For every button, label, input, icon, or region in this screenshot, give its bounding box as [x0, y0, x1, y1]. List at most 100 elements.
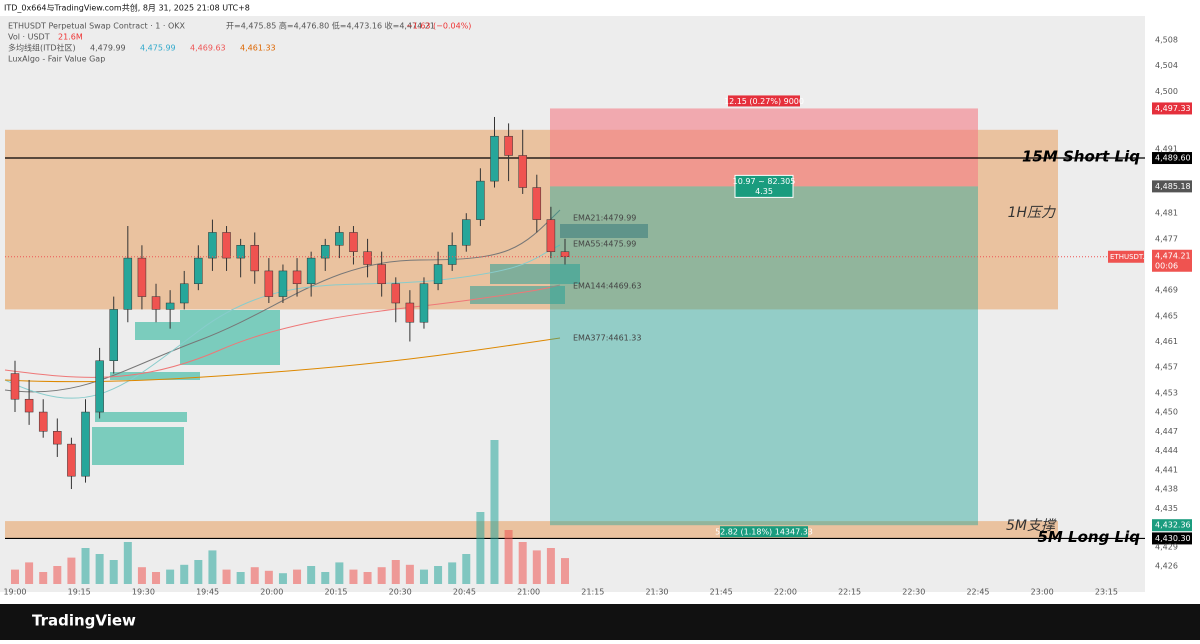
volume-bar	[109, 560, 118, 584]
volume-bar	[39, 572, 48, 584]
y-tick-label: 4,481	[1155, 209, 1178, 218]
x-tick-label: 21:00	[517, 588, 540, 597]
y-tick-label: 4,504	[1155, 61, 1178, 70]
x-tick-label: 20:30	[389, 588, 412, 597]
legend-change: −1.63 (−0.04%)	[406, 22, 471, 31]
volume-bar	[532, 550, 541, 584]
volume-bar	[11, 569, 19, 584]
candle-body	[95, 360, 104, 413]
candle-body	[518, 155, 527, 188]
fvg	[92, 427, 184, 465]
volume-bar	[518, 542, 527, 584]
y-tick-label: 4,435	[1155, 504, 1178, 513]
volume-bar	[264, 570, 273, 584]
volume-bar	[208, 550, 217, 584]
level-label: 4,489.60	[1155, 154, 1191, 163]
candle-body	[109, 309, 118, 361]
volume-bar	[349, 569, 358, 584]
zone-text: 1H压力	[1008, 205, 1056, 221]
level-tag	[1152, 152, 1192, 165]
candle-body	[321, 245, 330, 259]
y-tick-label: 4,461	[1155, 337, 1178, 346]
stop-box	[550, 108, 978, 187]
candle-body	[236, 245, 245, 259]
volume-bar	[250, 567, 259, 584]
x-tick-label: 22:15	[838, 588, 861, 597]
y-tick-label: 4,447	[1155, 427, 1178, 436]
candle-body	[24, 398, 34, 413]
candle-body	[433, 264, 443, 285]
last-symbol: ETHUSDT.P	[1110, 253, 1149, 261]
candle-body	[292, 270, 302, 285]
y-tick-label: 4,508	[1155, 36, 1178, 45]
last-timer: 00:06	[1155, 261, 1178, 270]
candle-body	[38, 411, 48, 432]
last-tag	[1152, 249, 1192, 272]
y-tick-label: 4,453	[1155, 388, 1178, 397]
legend-ma1: 4,479.99	[90, 44, 126, 53]
fvg	[470, 286, 565, 304]
volume-bar	[81, 548, 90, 584]
candle-body	[462, 219, 471, 246]
candle-body	[377, 264, 386, 285]
fvg	[560, 224, 648, 238]
candle-body	[405, 302, 415, 323]
candle-body	[306, 257, 316, 285]
fvg	[180, 310, 280, 365]
candle-body	[137, 257, 147, 297]
volume-bar	[434, 566, 443, 584]
target-box	[550, 186, 978, 526]
candle-body	[81, 411, 90, 477]
mid-tag	[734, 174, 794, 198]
price-tag-label: 4,485.18	[1155, 182, 1191, 191]
volume-bar	[152, 572, 161, 584]
level-label: 4,430.30	[1155, 534, 1191, 543]
candle-body	[391, 283, 401, 304]
fvg	[110, 372, 200, 380]
volume-bar	[335, 562, 344, 584]
volume-bar	[405, 564, 414, 584]
candle-body	[222, 232, 231, 259]
candle-body	[504, 135, 513, 156]
x-tick-label: 20:45	[453, 588, 476, 597]
target-text: 52.82 (1.18%) 14347.33	[715, 528, 813, 537]
legend-ma2: 4,475.99	[140, 44, 176, 53]
candle-body	[349, 232, 358, 252]
volume-bar	[293, 569, 302, 584]
x-tick-label: 19:30	[132, 588, 155, 597]
volume-bar	[307, 566, 316, 584]
candle-body	[278, 270, 288, 297]
x-tick-label: 20:00	[260, 588, 283, 597]
ema-label: EMA21:4479.99	[573, 214, 636, 223]
x-tick-label: 22:30	[902, 588, 925, 597]
x-tick-label: 20:15	[324, 588, 347, 597]
volume-bar	[53, 566, 62, 584]
candle-body	[560, 251, 570, 258]
mid-text: 4.35	[755, 187, 773, 196]
candle-body	[194, 257, 203, 285]
volume-bar	[137, 567, 146, 584]
candle-body	[546, 219, 556, 252]
volume-bar	[391, 560, 400, 584]
volume-bar	[476, 512, 485, 584]
volume-bar	[561, 558, 569, 584]
volume-bar	[25, 562, 34, 584]
candle-body	[151, 296, 161, 310]
volume-bar	[504, 530, 513, 584]
volume-bar	[222, 569, 231, 584]
volume-bar	[363, 572, 372, 584]
footer-bar	[0, 604, 1200, 640]
legend-ma: 多均线组(ITD社区)	[8, 43, 76, 53]
volume-bar	[419, 569, 428, 584]
volume-bar	[166, 569, 175, 584]
fvg-boxes	[92, 224, 648, 465]
candle-body	[490, 135, 499, 182]
legend-vol-value: 21.6M	[58, 33, 83, 42]
stop-tag	[728, 95, 800, 107]
y-tick-label: 4,500	[1155, 87, 1178, 96]
legend-ma3: 4,469.63	[190, 44, 226, 53]
x-tick-label: 23:15	[1095, 588, 1118, 597]
fvg	[95, 412, 187, 422]
candle-body	[363, 251, 372, 265]
